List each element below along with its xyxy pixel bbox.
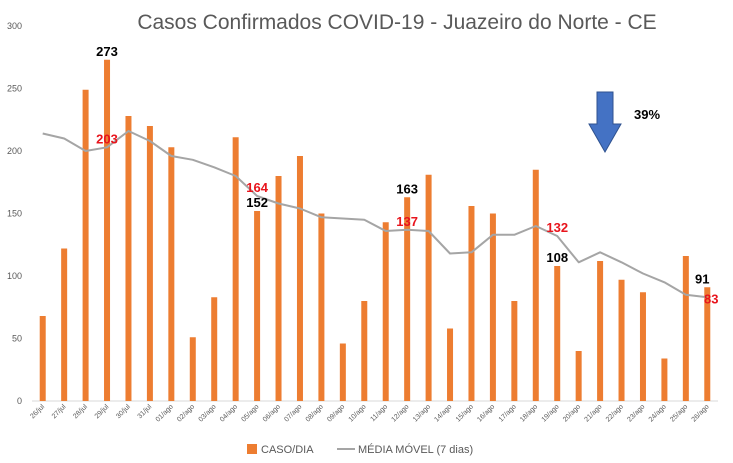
x-tick-label: 15/ago [455, 403, 475, 423]
x-tick-label: 26/ago [691, 403, 711, 423]
bar [704, 287, 711, 401]
callout-percent: 39% [634, 107, 660, 122]
bar [275, 176, 282, 401]
x-tick-label: 17/ago [498, 403, 518, 423]
data-label: 91 [695, 271, 709, 286]
x-tick-label: 28/jul [72, 403, 89, 420]
bar [232, 137, 239, 401]
bar [189, 337, 196, 401]
bar [61, 248, 68, 401]
bar [489, 213, 496, 401]
data-label: 203 [96, 131, 118, 146]
bar [318, 213, 325, 401]
bar [597, 261, 604, 401]
bar [661, 358, 668, 401]
bar [532, 169, 539, 401]
x-tick-label: 31/jul [137, 403, 154, 420]
x-tick-label: 13/ago [412, 403, 432, 423]
x-tick-label: 07/ago [283, 403, 303, 423]
bar [339, 343, 346, 401]
x-tick-label: 05/ago [240, 403, 260, 423]
bar [447, 328, 454, 401]
y-tick-label: 200 [7, 146, 22, 156]
legend: CASO/DIA MÉDIA MÓVEL (7 dias) [247, 443, 473, 456]
y-axis: 0 50 100 150 200 250 300 [7, 21, 22, 406]
bar [682, 256, 689, 401]
bar [82, 89, 89, 401]
bar [39, 316, 46, 401]
y-tick-label: 50 [12, 334, 22, 344]
x-tick-label: 06/ago [262, 403, 282, 423]
x-tick-label: 29/jul [94, 403, 111, 420]
bar [468, 206, 475, 401]
data-label: 83 [704, 291, 718, 306]
bar [511, 301, 518, 401]
bar [639, 292, 646, 401]
bar [404, 197, 411, 401]
bar [382, 222, 389, 401]
x-tick-label: 02/ago [176, 403, 196, 423]
x-tick-label: 19/ago [541, 403, 561, 423]
y-tick-label: 100 [7, 271, 22, 281]
legend-swatch-bars [247, 444, 257, 454]
x-tick-label: 11/ago [369, 403, 389, 423]
data-label: 108 [546, 250, 568, 265]
bar [575, 351, 582, 401]
bar [168, 147, 175, 401]
x-tick-label: 18/ago [519, 403, 539, 423]
data-label: 132 [546, 220, 568, 235]
x-tick-labels: 26/jul 27/jul 28/jul 29/jul 30/jul 31/jul 01/a… [29, 403, 710, 423]
x-tick-label: 27/jul [51, 403, 68, 420]
y-tick-label: 250 [7, 84, 22, 94]
legend-label-bars: CASO/DIA [261, 444, 314, 456]
down-arrow-icon [588, 91, 622, 154]
x-tick-label: 10/ago [348, 403, 368, 423]
y-tick-label: 0 [17, 396, 22, 406]
bar [554, 266, 561, 401]
x-tick-label: 03/ago [198, 403, 218, 423]
data-label: 163 [396, 181, 418, 196]
data-label: 137 [396, 214, 418, 229]
data-label: 164 [246, 180, 268, 195]
bar [296, 156, 303, 401]
x-tick-label: 01/ago [155, 403, 175, 423]
data-label: 273 [96, 44, 118, 59]
y-tick-label: 150 [7, 209, 22, 219]
x-tick-label: 16/ago [476, 403, 496, 423]
x-tick-label: 08/ago [305, 403, 325, 423]
bar [211, 297, 218, 401]
x-tick-label: 20/ago [562, 403, 582, 423]
bar [618, 279, 625, 401]
bar-series [39, 59, 711, 401]
bar [125, 116, 132, 401]
x-tick-label: 22/ago [605, 403, 625, 423]
x-tick-label: 25/ago [669, 403, 689, 423]
x-tick-label: 30/jul [115, 403, 132, 420]
bar [104, 59, 111, 401]
x-tick-label: 21/ago [583, 403, 603, 423]
x-tick-label: 23/ago [626, 403, 646, 423]
bar [361, 301, 368, 401]
y-tick-label: 300 [7, 21, 22, 31]
x-tick-label: 26/jul [29, 403, 46, 420]
callout: 39% [588, 91, 660, 154]
moving-average-line [42, 130, 708, 299]
x-tick-label: 12/ago [390, 403, 410, 423]
data-label: 152 [246, 195, 268, 210]
chart-title: Casos Confirmados COVID-19 - Juazeiro do… [137, 11, 656, 34]
x-tick-label: 04/ago [219, 403, 239, 423]
bar [146, 126, 153, 401]
moving-average-series [42, 130, 708, 299]
legend-label-line: MÉDIA MÓVEL (7 dias) [358, 443, 473, 456]
x-tick-label: 09/ago [326, 403, 346, 423]
bar [254, 211, 261, 401]
x-tick-label: 14/ago [433, 403, 453, 423]
x-tick-label: 24/ago [648, 403, 668, 423]
bar [425, 174, 432, 401]
